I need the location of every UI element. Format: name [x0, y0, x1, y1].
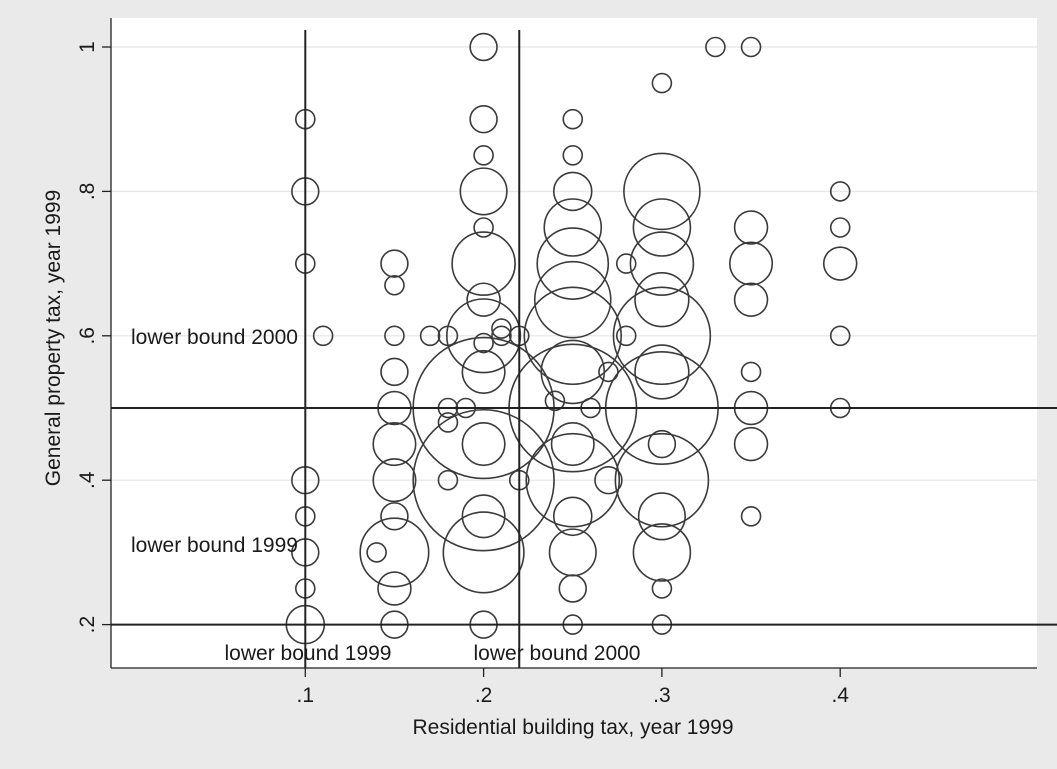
y-tick-label: .2: [76, 616, 99, 634]
data-point: [829, 217, 851, 238]
data-point: [543, 198, 603, 257]
data-point: [451, 231, 516, 296]
data-point: [729, 241, 774, 286]
y-tick-label: .6: [76, 327, 99, 345]
reference-line-label: lower bound 1999: [131, 534, 298, 557]
data-point: [437, 469, 459, 491]
y-tick-label: .8: [76, 183, 99, 201]
data-point: [461, 494, 506, 539]
data-point: [637, 492, 686, 541]
data-point: [829, 181, 851, 202]
x-tick-label: .2: [475, 684, 493, 707]
data-point: [594, 465, 623, 495]
data-point: [469, 32, 498, 62]
data-point: [473, 332, 494, 354]
data-point: [651, 72, 673, 94]
data-point: [384, 274, 405, 296]
data-point: [733, 426, 769, 462]
plot-area: [111, 18, 1037, 668]
data-point: [634, 272, 690, 328]
data-point: [437, 412, 459, 433]
data-point: [442, 511, 525, 594]
data-point: [459, 167, 508, 216]
data-point: [533, 260, 612, 339]
data-point: [740, 36, 762, 58]
data-point: [614, 432, 710, 528]
data-point: [536, 227, 610, 300]
x-axis-title: Residential building tax, year 1999: [412, 716, 733, 739]
reference-line-label: lower bound 2000: [131, 326, 298, 349]
data-point: [466, 282, 501, 317]
data-point: [558, 574, 587, 603]
data-point: [469, 104, 498, 134]
data-point: [523, 286, 622, 386]
data-point: [598, 361, 619, 383]
data-point: [623, 152, 701, 231]
data-point: [380, 249, 409, 278]
data-point: [372, 422, 417, 467]
x-tick-label: .3: [653, 684, 671, 707]
data-point: [740, 361, 762, 383]
data-point: [629, 231, 695, 296]
data-point: [377, 571, 412, 606]
data-point: [822, 246, 858, 281]
data-point: [829, 325, 851, 347]
x-tick-label: .4: [831, 684, 849, 707]
data-point: [544, 390, 566, 412]
x-axis-ticks: .1 .2 .3 .4: [297, 668, 849, 707]
data-point: [461, 349, 506, 394]
data-point: [412, 408, 555, 552]
data-point: [312, 325, 334, 347]
data-point: [461, 422, 506, 467]
data-point: [562, 145, 584, 166]
data-point: [437, 325, 459, 347]
data-point: [733, 282, 769, 317]
data-point: [372, 458, 417, 503]
data-point: [733, 210, 769, 245]
data-point: [550, 422, 595, 467]
data-point: [612, 286, 712, 386]
data-point: [366, 542, 387, 563]
reference-lines: lower bound 1999 lower bound 2000 lower bo…: [111, 30, 1057, 668]
y-tick-label: 1: [76, 41, 99, 53]
data-point: [552, 496, 593, 537]
data-point: [380, 357, 409, 387]
reference-line-label: lower bound 2000: [474, 642, 641, 665]
data-point: [525, 432, 621, 528]
reference-line-label: lower bound 1999: [225, 642, 392, 665]
y-axis-ticks: .2 .4 .6 .8 1: [76, 41, 111, 633]
data-point: [380, 502, 409, 531]
data-point: [552, 171, 593, 212]
data-point: [491, 325, 512, 347]
data-point: [632, 523, 692, 582]
data-point: [540, 339, 606, 405]
data-point: [359, 517, 430, 588]
data-point: [651, 578, 673, 599]
y-tick-label: .4: [76, 471, 99, 489]
data-point: [632, 198, 692, 257]
data-point: [615, 253, 637, 274]
data-point: [615, 325, 637, 347]
data-point: [491, 318, 512, 339]
data-point: [740, 505, 762, 527]
data-point: [446, 298, 522, 374]
data-point: [647, 429, 677, 459]
data-point: [634, 344, 690, 400]
data-point: [473, 217, 494, 238]
data-point: [705, 36, 726, 58]
x-tick-label: .1: [297, 684, 315, 707]
data-point: [562, 108, 584, 130]
data-point: [384, 325, 405, 347]
data-point: [473, 145, 494, 166]
y-axis-title: General property tax, year 1999: [42, 190, 65, 487]
data-point: [419, 325, 441, 347]
